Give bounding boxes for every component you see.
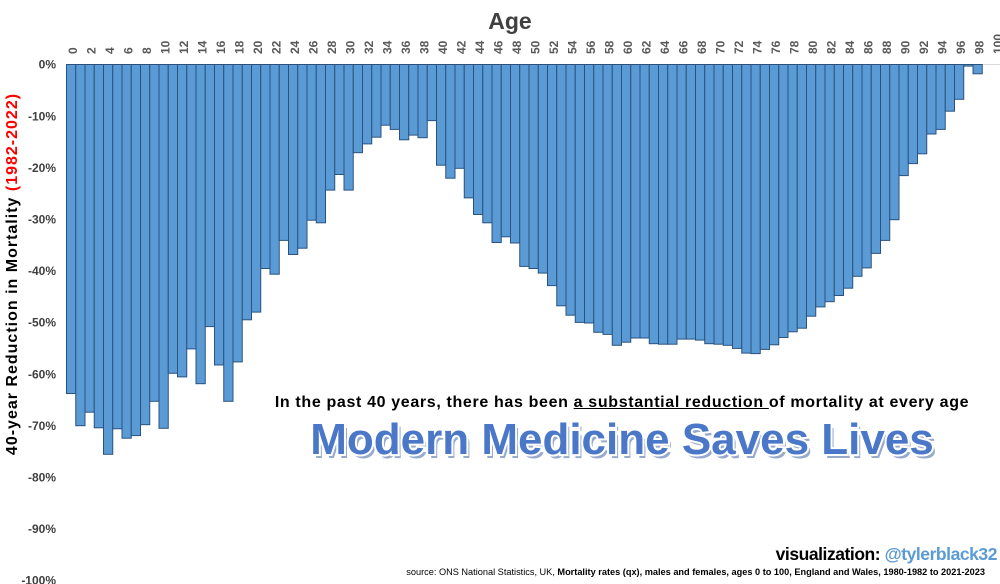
svg-text:24: 24 <box>288 40 302 54</box>
svg-text:20: 20 <box>251 40 265 54</box>
svg-text:66: 66 <box>677 40 691 54</box>
svg-text:32: 32 <box>362 40 376 54</box>
svg-text:-60%: -60% <box>28 367 56 381</box>
svg-text:94: 94 <box>936 40 950 54</box>
svg-text:70: 70 <box>714 40 728 54</box>
svg-text:92: 92 <box>917 40 931 54</box>
svg-text:54: 54 <box>566 40 580 54</box>
svg-text:0: 0 <box>66 47 80 54</box>
svg-text:84: 84 <box>843 40 857 54</box>
svg-text:82: 82 <box>825 40 839 54</box>
svg-text:-50%: -50% <box>28 316 56 330</box>
svg-text:62: 62 <box>640 40 654 54</box>
svg-text:74: 74 <box>751 40 765 54</box>
svg-text:28: 28 <box>325 40 339 54</box>
svg-text:76: 76 <box>769 40 783 54</box>
svg-text:44: 44 <box>473 40 487 54</box>
svg-text:12: 12 <box>177 40 191 54</box>
svg-text:64: 64 <box>658 40 672 54</box>
svg-text:52: 52 <box>547 40 561 54</box>
svg-text:50: 50 <box>529 40 543 54</box>
svg-text:10: 10 <box>159 40 173 54</box>
svg-text:56: 56 <box>584 40 598 54</box>
svg-text:22: 22 <box>270 40 284 54</box>
svg-text:34: 34 <box>381 40 395 54</box>
svg-text:80: 80 <box>806 40 820 54</box>
svg-text:30: 30 <box>344 40 358 54</box>
svg-text:90: 90 <box>899 40 913 54</box>
svg-text:-40%: -40% <box>28 264 56 278</box>
svg-text:48: 48 <box>510 40 524 54</box>
svg-text:6: 6 <box>122 47 136 54</box>
svg-text:-90%: -90% <box>28 522 56 536</box>
svg-text:-30%: -30% <box>28 213 56 227</box>
svg-text:38: 38 <box>418 40 432 54</box>
svg-text:86: 86 <box>862 40 876 54</box>
svg-text:96: 96 <box>954 40 968 54</box>
svg-text:60: 60 <box>621 40 635 54</box>
svg-text:58: 58 <box>603 40 617 54</box>
svg-text:100: 100 <box>991 34 1000 54</box>
svg-text:8: 8 <box>140 47 154 54</box>
svg-text:-20%: -20% <box>28 161 56 175</box>
svg-text:98: 98 <box>973 40 987 54</box>
svg-text:68: 68 <box>695 40 709 54</box>
svg-text:40: 40 <box>436 40 450 54</box>
svg-text:26: 26 <box>307 40 321 54</box>
svg-text:14: 14 <box>196 40 210 54</box>
svg-text:0%: 0% <box>39 58 57 72</box>
svg-text:-10%: -10% <box>28 109 56 123</box>
svg-text:18: 18 <box>233 40 247 54</box>
svg-text:72: 72 <box>732 40 746 54</box>
svg-text:4: 4 <box>103 47 117 54</box>
svg-text:-100%: -100% <box>21 574 56 584</box>
svg-text:42: 42 <box>455 40 469 54</box>
svg-text:36: 36 <box>399 40 413 54</box>
svg-text:46: 46 <box>492 40 506 54</box>
svg-text:78: 78 <box>788 40 802 54</box>
svg-text:-80%: -80% <box>28 471 56 485</box>
svg-text:2: 2 <box>85 47 99 54</box>
svg-text:88: 88 <box>880 40 894 54</box>
svg-text:-70%: -70% <box>28 419 56 433</box>
svg-text:16: 16 <box>214 40 228 54</box>
